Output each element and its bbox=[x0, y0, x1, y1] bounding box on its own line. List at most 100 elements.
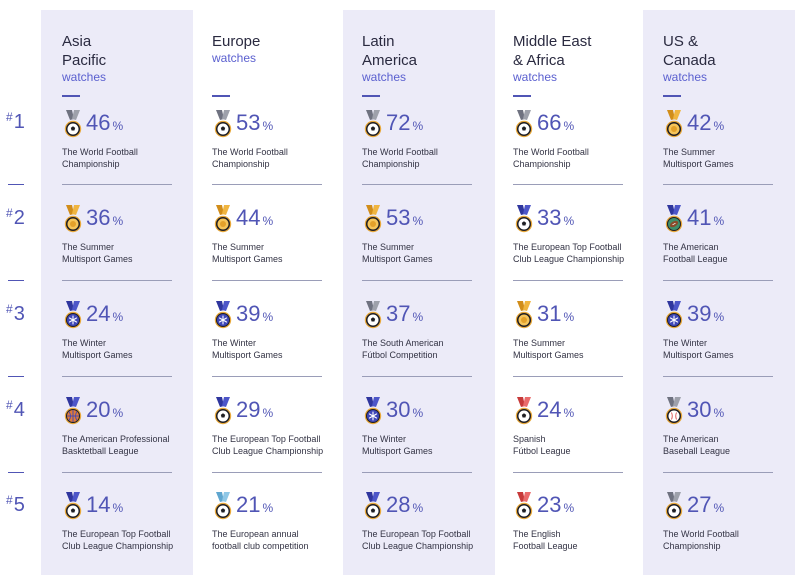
percentage-value: 31% bbox=[537, 301, 574, 330]
rank-label: #5 bbox=[6, 493, 32, 517]
event-name: Spanish Fútbol League bbox=[513, 434, 571, 456]
header-dash bbox=[212, 95, 230, 97]
column-shade bbox=[643, 10, 795, 575]
percent-sign: % bbox=[262, 119, 274, 133]
event-name: The Summer Multisport Games bbox=[513, 338, 584, 360]
row-divider bbox=[212, 472, 322, 473]
percentage-number: 21 bbox=[236, 492, 261, 517]
column-shade bbox=[41, 10, 193, 575]
gold-medal-icon bbox=[513, 301, 535, 329]
row-divider bbox=[362, 376, 472, 377]
column-header: Europe watches bbox=[212, 32, 342, 65]
percentage-value: 46% bbox=[86, 110, 123, 139]
event-name: The European Top Football Club League Ch… bbox=[513, 242, 625, 264]
rank-number: 1 bbox=[13, 111, 25, 133]
row-divider bbox=[513, 184, 623, 185]
percent-sign: % bbox=[713, 310, 725, 324]
gold-medal-icon bbox=[62, 205, 84, 233]
event-name: The European Top Football Club League Ch… bbox=[212, 434, 324, 456]
rank-hash: # bbox=[6, 110, 13, 124]
percentage-value: 24% bbox=[537, 397, 574, 426]
percent-sign: % bbox=[412, 406, 424, 420]
region-subtitle: watches bbox=[663, 70, 708, 84]
percent-sign: % bbox=[262, 501, 274, 515]
event-name: The European Top Football Club League Ch… bbox=[362, 529, 474, 551]
percentage-number: 20 bbox=[86, 397, 111, 422]
event-name: The Winter Multisport Games bbox=[62, 338, 133, 360]
percentage-value: 39% bbox=[236, 301, 273, 330]
event-name: The Winter Multisport Games bbox=[663, 338, 734, 360]
percentage-number: 31 bbox=[537, 301, 562, 326]
percentage-number: 72 bbox=[386, 110, 411, 135]
rank-label: #3 bbox=[6, 302, 32, 326]
event-name: The South American Fútbol Competition bbox=[362, 338, 444, 360]
soccer-medal-icon bbox=[362, 492, 384, 520]
percent-sign: % bbox=[412, 310, 424, 324]
percent-sign: % bbox=[112, 310, 124, 324]
soccer-medal-icon bbox=[62, 110, 84, 138]
baseball-medal-icon bbox=[663, 397, 685, 425]
percentage-number: 41 bbox=[687, 205, 712, 230]
percent-sign: % bbox=[563, 310, 575, 324]
region-subtitle: watches bbox=[212, 51, 257, 65]
event-name: The American Baseball League bbox=[663, 434, 731, 456]
event-name: The Summer Multisport Games bbox=[212, 242, 283, 264]
percentage-number: 39 bbox=[236, 301, 261, 326]
percentage-value: 29% bbox=[236, 397, 273, 426]
event-name: The World Football Championship bbox=[62, 147, 138, 169]
event-name: The Winter Multisport Games bbox=[362, 434, 433, 456]
event-name: The Summer Multisport Games bbox=[663, 147, 734, 169]
percentage-value: 30% bbox=[687, 397, 724, 426]
percentage-number: 30 bbox=[386, 397, 411, 422]
rank-hash: # bbox=[6, 206, 13, 220]
row-divider bbox=[513, 472, 623, 473]
percentage-value: 28% bbox=[386, 492, 423, 521]
row-divider bbox=[362, 184, 472, 185]
region-title: Europe bbox=[212, 33, 261, 50]
rank-divider bbox=[8, 472, 24, 473]
column-header: Asia Pacific watches bbox=[62, 32, 192, 84]
percent-sign: % bbox=[563, 406, 575, 420]
percentage-value: 37% bbox=[386, 301, 423, 330]
soccer-medal-icon bbox=[212, 397, 234, 425]
percent-sign: % bbox=[112, 214, 124, 228]
snowflake-medal-icon bbox=[663, 301, 685, 329]
rank-number: 5 bbox=[13, 494, 25, 516]
basketball-medal-icon bbox=[62, 397, 84, 425]
percentage-number: 14 bbox=[86, 492, 111, 517]
snowflake-medal-icon bbox=[62, 301, 84, 329]
snowflake-medal-icon bbox=[362, 397, 384, 425]
rank-hash: # bbox=[6, 398, 13, 412]
percent-sign: % bbox=[412, 501, 424, 515]
row-divider bbox=[663, 472, 773, 473]
row-divider bbox=[212, 184, 322, 185]
column-header: Middle East & Africa watches bbox=[513, 32, 643, 84]
event-name: The European annual football club compet… bbox=[212, 529, 309, 551]
event-name: The English Football League bbox=[513, 529, 578, 551]
row-divider bbox=[62, 376, 172, 377]
percentage-number: 24 bbox=[86, 301, 111, 326]
region-subtitle: watches bbox=[513, 70, 558, 84]
percentage-value: 14% bbox=[86, 492, 123, 521]
percentage-number: 44 bbox=[236, 205, 261, 230]
percent-sign: % bbox=[563, 119, 575, 133]
percent-sign: % bbox=[713, 119, 725, 133]
soccer-medal-icon bbox=[663, 492, 685, 520]
gold-medal-icon bbox=[212, 205, 234, 233]
row-divider bbox=[362, 472, 472, 473]
event-name: The World Football Championship bbox=[663, 529, 739, 551]
percent-sign: % bbox=[262, 214, 274, 228]
percentage-value: 20% bbox=[86, 397, 123, 426]
percentage-value: 41% bbox=[687, 205, 724, 234]
percentage-value: 24% bbox=[86, 301, 123, 330]
percentage-number: 53 bbox=[236, 110, 261, 135]
soccer-medal-icon bbox=[513, 205, 535, 233]
percent-sign: % bbox=[412, 214, 424, 228]
percentage-number: 23 bbox=[537, 492, 562, 517]
percentage-value: 44% bbox=[236, 205, 273, 234]
region-subtitle: watches bbox=[362, 70, 407, 84]
percentage-number: 33 bbox=[537, 205, 562, 230]
row-divider bbox=[663, 184, 773, 185]
column-header: US & Canada watches bbox=[663, 32, 793, 84]
event-name: The World Football Championship bbox=[362, 147, 438, 169]
